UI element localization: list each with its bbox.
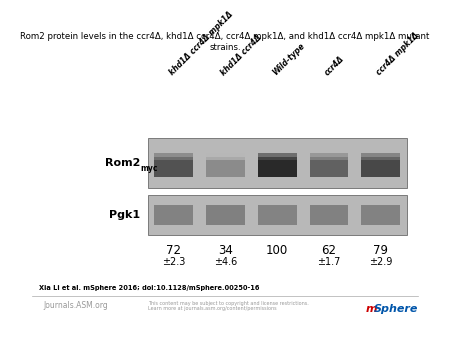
Text: Pgk1: Pgk1 xyxy=(109,210,140,220)
Text: ±4.6: ±4.6 xyxy=(214,257,237,267)
Text: Xia Li et al. mSphere 2016; doi:10.1128/mSphere.00250-16: Xia Li et al. mSphere 2016; doi:10.1128/… xyxy=(40,285,260,291)
Bar xyxy=(258,153,297,160)
Text: ccr4Δ mpk1Δ: ccr4Δ mpk1Δ xyxy=(374,31,421,77)
Text: ±1.7: ±1.7 xyxy=(317,257,341,267)
Bar xyxy=(154,205,193,225)
Bar xyxy=(361,157,400,177)
Text: Sphere: Sphere xyxy=(374,304,418,314)
Text: 72: 72 xyxy=(166,244,181,258)
Text: This content may be subject to copyright and license restrictions.
Learn more at: This content may be subject to copyright… xyxy=(148,301,308,312)
Text: Rom2: Rom2 xyxy=(104,158,140,168)
Text: 62: 62 xyxy=(321,244,337,258)
Bar xyxy=(148,138,407,188)
Text: ccr4Δ: ccr4Δ xyxy=(323,54,346,77)
Bar xyxy=(206,157,245,177)
Text: khd1Δ ccr4Δ: khd1Δ ccr4Δ xyxy=(219,33,263,77)
Text: m: m xyxy=(366,304,378,314)
Bar xyxy=(310,157,348,177)
Text: khd1Δ ccr4Δ mpk1Δ: khd1Δ ccr4Δ mpk1Δ xyxy=(167,10,234,77)
Bar xyxy=(258,205,297,225)
Bar xyxy=(361,205,400,225)
Text: ±2.9: ±2.9 xyxy=(369,257,392,267)
Bar xyxy=(154,157,193,177)
Text: 79: 79 xyxy=(374,244,388,258)
Bar xyxy=(154,153,193,160)
Bar xyxy=(310,205,348,225)
Text: Wild-type: Wild-type xyxy=(271,42,306,77)
Bar xyxy=(361,153,400,160)
Text: Rom2 protein levels in the ccr4Δ, khd1Δ ccr4Δ, ccr4Δ mpk1Δ, and khd1Δ ccr4Δ mpk1: Rom2 protein levels in the ccr4Δ, khd1Δ … xyxy=(20,32,430,51)
Text: 100: 100 xyxy=(266,244,288,258)
Bar xyxy=(148,194,407,235)
Text: 34: 34 xyxy=(218,244,233,258)
Bar xyxy=(258,157,297,177)
Bar xyxy=(206,153,245,160)
Bar xyxy=(310,153,348,160)
Text: Journals.ASM.org: Journals.ASM.org xyxy=(43,301,108,310)
Text: myc: myc xyxy=(140,164,158,173)
Text: ±2.3: ±2.3 xyxy=(162,257,185,267)
Bar xyxy=(206,205,245,225)
